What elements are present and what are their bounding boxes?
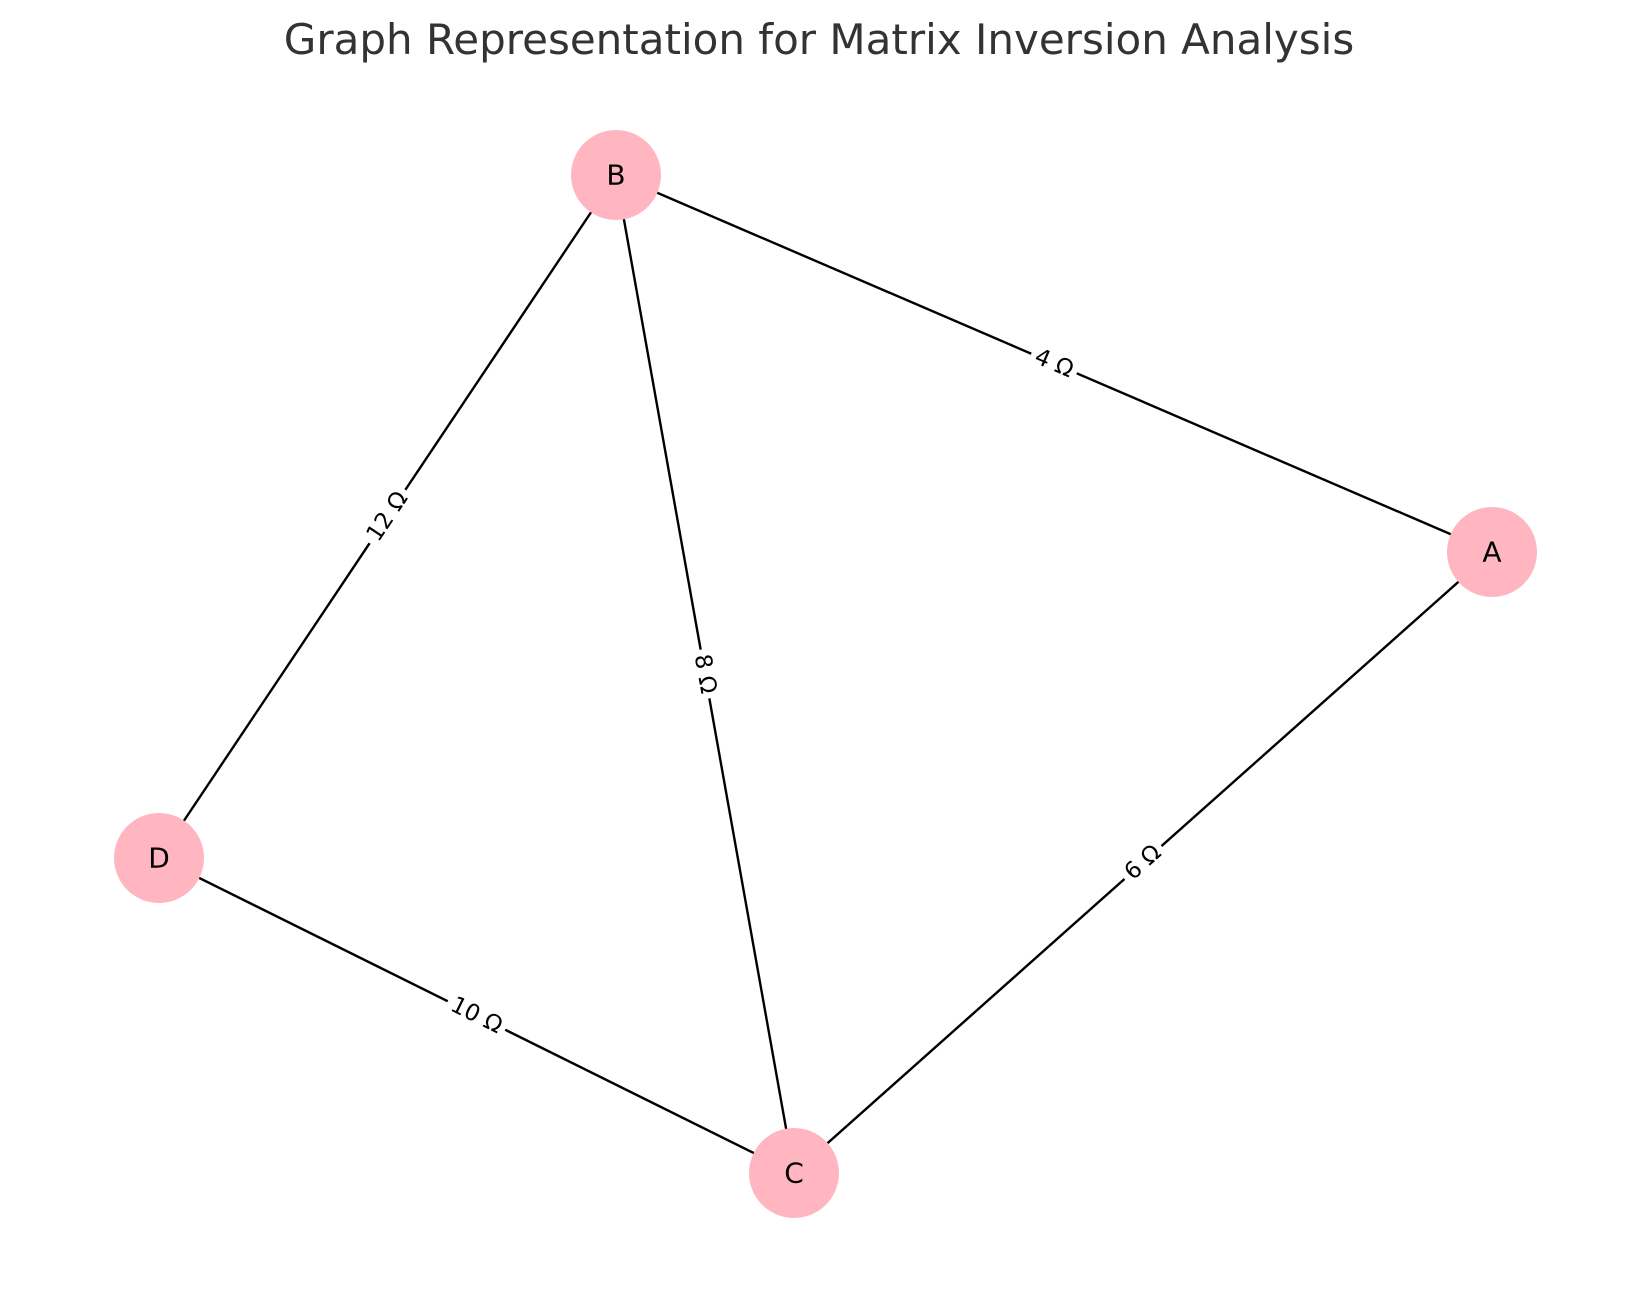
node-B: B <box>571 130 661 220</box>
node-circle <box>571 130 661 220</box>
edge-label-text: 10 Ω <box>446 992 506 1039</box>
node-label: C <box>784 1157 804 1190</box>
edge-label-background <box>686 647 724 701</box>
node-C: C <box>749 1128 839 1218</box>
edge-label-background <box>358 482 417 551</box>
edge-label-background <box>1115 835 1171 890</box>
nodes-layer: A B C D <box>114 130 1537 1218</box>
node-circle <box>114 813 204 903</box>
edge-labels-layer: 4 Ω8 Ω12 Ω6 Ω10 Ω <box>358 340 1171 1043</box>
node-label: B <box>606 159 625 192</box>
edge-label-B-D: 12 Ω <box>358 482 417 551</box>
edge-label-background <box>1025 340 1083 387</box>
node-D: D <box>114 813 204 903</box>
edges-layer <box>158 173 1493 1175</box>
node-label: A <box>1482 536 1501 569</box>
edge-label-D-C: 10 Ω <box>441 988 512 1043</box>
edge-label-B-C: 8 Ω <box>686 647 724 701</box>
node-label: D <box>148 842 170 875</box>
node-circle <box>1447 507 1537 597</box>
edge-label-B-A: 4 Ω <box>1025 340 1083 387</box>
node-A: A <box>1447 507 1537 597</box>
node-circle <box>749 1128 839 1218</box>
edge-label-background <box>441 988 512 1043</box>
diagram-title: Graph Representation for Matrix Inversio… <box>284 15 1354 64</box>
